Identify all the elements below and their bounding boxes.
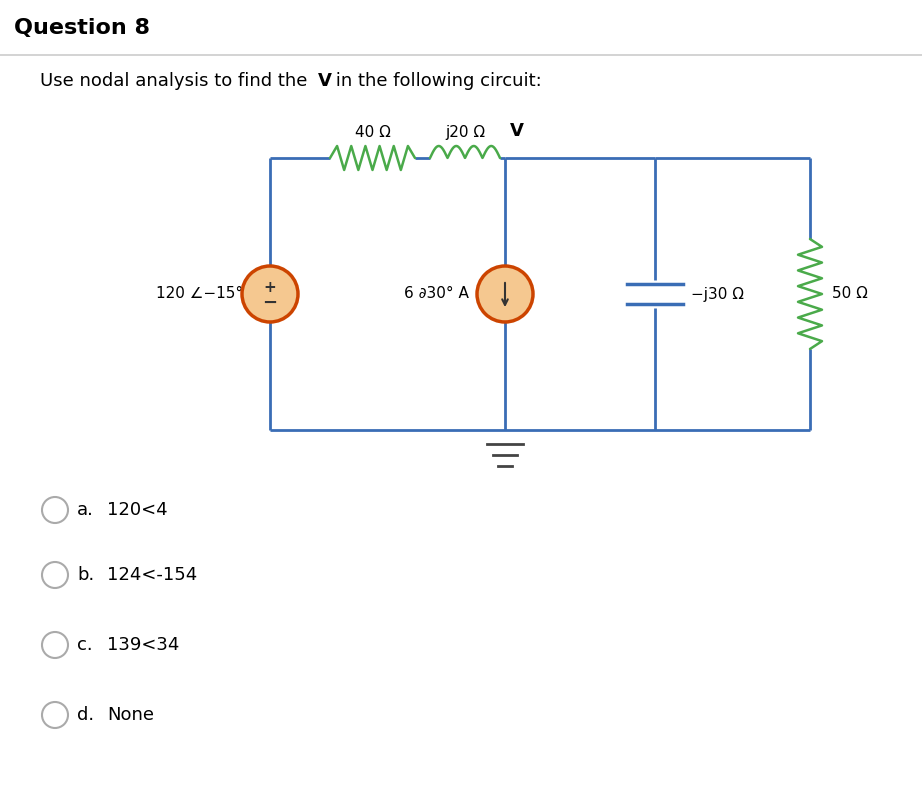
Text: +: + bbox=[264, 280, 277, 295]
Circle shape bbox=[477, 266, 533, 322]
Text: 50 Ω: 50 Ω bbox=[832, 287, 868, 302]
Text: V: V bbox=[318, 72, 332, 90]
Text: Use nodal analysis to find the: Use nodal analysis to find the bbox=[40, 72, 313, 90]
Text: None: None bbox=[107, 706, 154, 724]
Text: −: − bbox=[263, 294, 278, 312]
Text: 120<4: 120<4 bbox=[107, 501, 168, 519]
Text: Question 8: Question 8 bbox=[14, 18, 150, 38]
Text: 40 Ω: 40 Ω bbox=[355, 125, 390, 140]
Text: −j30 Ω: −j30 Ω bbox=[691, 287, 744, 302]
Circle shape bbox=[42, 497, 68, 523]
Text: b.: b. bbox=[77, 566, 94, 584]
Circle shape bbox=[42, 632, 68, 658]
Text: 120 ∠−15° V: 120 ∠−15° V bbox=[156, 287, 258, 302]
Circle shape bbox=[242, 266, 298, 322]
Text: j20 Ω: j20 Ω bbox=[445, 125, 485, 140]
Text: 139<34: 139<34 bbox=[107, 636, 180, 654]
Text: c.: c. bbox=[77, 636, 92, 654]
Text: a.: a. bbox=[77, 501, 94, 519]
Text: 124<-154: 124<-154 bbox=[107, 566, 197, 584]
Circle shape bbox=[42, 562, 68, 588]
Text: V: V bbox=[510, 122, 524, 140]
Text: 6 ∂30° A: 6 ∂30° A bbox=[404, 287, 469, 302]
Circle shape bbox=[42, 702, 68, 728]
Text: in the following circuit:: in the following circuit: bbox=[330, 72, 542, 90]
Text: d.: d. bbox=[77, 706, 94, 724]
